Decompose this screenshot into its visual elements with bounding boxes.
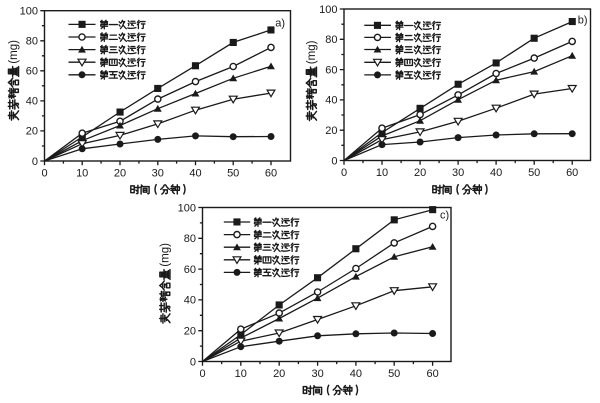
svg-text:60: 60 — [265, 167, 277, 179]
svg-text:40: 40 — [325, 95, 337, 107]
svg-text:60: 60 — [184, 264, 196, 276]
svg-text:(mg): (mg) — [8, 40, 20, 64]
svg-text:20: 20 — [26, 126, 38, 138]
svg-text:50: 50 — [227, 167, 239, 179]
svg-text:40: 40 — [350, 368, 362, 380]
svg-text:40: 40 — [184, 295, 196, 307]
svg-text:80: 80 — [184, 233, 196, 245]
svg-text:c): c) — [440, 210, 449, 222]
svg-text:0: 0 — [341, 167, 347, 179]
svg-text:20: 20 — [325, 125, 337, 137]
svg-text:10: 10 — [76, 167, 88, 179]
svg-text:a): a) — [275, 17, 285, 29]
svg-text:b): b) — [578, 15, 588, 27]
svg-text:0: 0 — [199, 368, 205, 380]
svg-text:60: 60 — [426, 368, 438, 380]
svg-text:40: 40 — [26, 96, 38, 108]
svg-text:20: 20 — [114, 167, 126, 179]
svg-text:100: 100 — [319, 4, 337, 16]
svg-text:30: 30 — [152, 167, 164, 179]
svg-text:40: 40 — [490, 167, 502, 179]
svg-text:0: 0 — [190, 356, 196, 368]
svg-text:80: 80 — [325, 34, 337, 46]
svg-text:50: 50 — [528, 167, 540, 179]
svg-text:30: 30 — [311, 368, 323, 380]
svg-text:10: 10 — [235, 368, 247, 380]
svg-text:30: 30 — [452, 167, 464, 179]
svg-text:100: 100 — [20, 6, 38, 18]
svg-text:(mg): (mg) — [306, 40, 318, 64]
svg-text:60: 60 — [26, 66, 38, 78]
svg-text:60: 60 — [566, 167, 578, 179]
svg-text:100: 100 — [178, 202, 196, 214]
svg-text:80: 80 — [26, 36, 38, 48]
svg-text:0: 0 — [331, 155, 337, 167]
svg-text:40: 40 — [189, 167, 201, 179]
svg-text:0: 0 — [41, 167, 47, 179]
svg-text:60: 60 — [325, 64, 337, 76]
svg-text:20: 20 — [184, 326, 196, 338]
svg-text:20: 20 — [273, 368, 285, 380]
svg-text:50: 50 — [388, 368, 400, 380]
svg-text:20: 20 — [414, 167, 426, 179]
svg-text:(mg): (mg) — [160, 243, 172, 267]
svg-text:0: 0 — [32, 156, 38, 168]
svg-text:10: 10 — [376, 167, 388, 179]
